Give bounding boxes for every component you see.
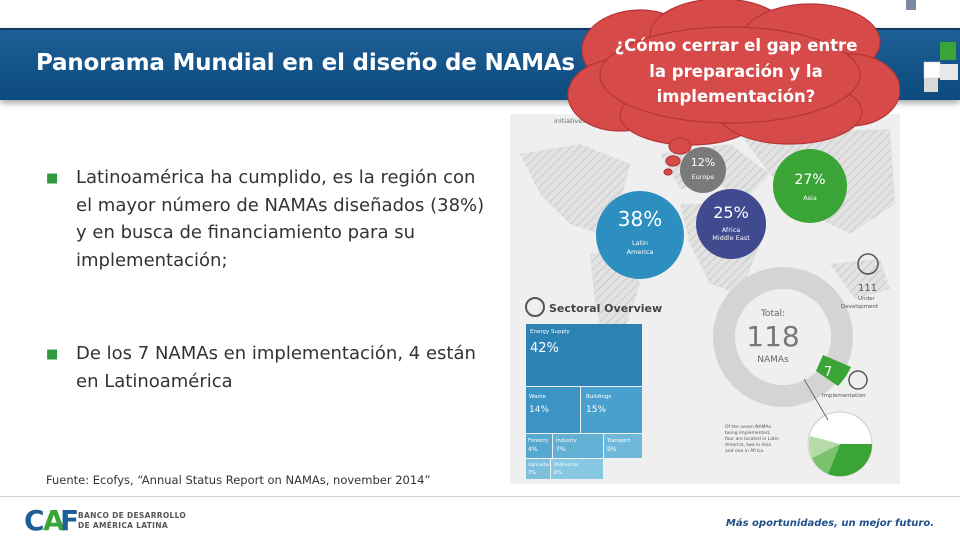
svg-text:F: F <box>60 506 79 534</box>
treemap-forestry <box>526 434 552 458</box>
svg-text:Buildings: Buildings <box>586 394 611 400</box>
svg-text:6%: 6% <box>554 470 562 476</box>
svg-text:Waste: Waste <box>529 394 546 400</box>
svg-text:14%: 14% <box>529 405 549 415</box>
bullet-square-icon: ■ <box>46 171 59 186</box>
bubble-africa-middle-east <box>696 189 766 259</box>
bubble-europe <box>680 147 726 193</box>
svg-text:42%: 42% <box>530 341 559 356</box>
svg-text:Development: Development <box>841 304 879 310</box>
sectoral-title: Sectoral Overview <box>549 302 662 315</box>
namas-infographic: initiatives. The dif... Africa catch up … <box>510 114 900 484</box>
svg-text:3%: 3% <box>528 470 536 476</box>
bullet-item: ■ De los 7 NAMAs en implementación, 4 es… <box>46 340 486 395</box>
svg-text:12%: 12% <box>691 156 715 169</box>
treemap-industry <box>553 434 603 458</box>
svg-text:Transport: Transport <box>606 438 631 444</box>
treemap-agriculture <box>526 459 550 479</box>
bullet-square-icon: ■ <box>46 347 59 362</box>
svg-text:Europe: Europe <box>692 173 715 181</box>
svg-text:Implementation: Implementation <box>822 393 866 399</box>
svg-text:7: 7 <box>824 365 832 380</box>
bullet-text: Latinoamérica ha cumplido, es la región … <box>76 167 485 271</box>
svg-text:7%: 7% <box>556 446 566 453</box>
svg-text:9%: 9% <box>607 446 617 453</box>
svg-text:America: America <box>627 248 654 256</box>
svg-text:Agriculture: Agriculture <box>528 462 553 468</box>
bullet-list: ■ Latinoamérica ha cumplido, es la regió… <box>46 164 486 395</box>
svg-text:NAMAs: NAMAs <box>757 355 789 365</box>
svg-text:Industry: Industry <box>556 438 577 444</box>
bubble-asia <box>773 149 847 223</box>
treemap-energy <box>526 324 642 386</box>
slogan: Más oportunidades, un mejor futuro. <box>725 518 934 529</box>
treemap-buildings <box>581 387 642 433</box>
callout-text: ¿Cómo cerrar el gap entre la preparación… <box>614 36 858 106</box>
treemap-transport <box>604 434 642 458</box>
svg-text:Middle East: Middle East <box>712 234 750 242</box>
treemap-waste <box>526 387 580 433</box>
svg-text:Africa: Africa <box>722 226 741 234</box>
svg-text:Latin: Latin <box>632 239 648 247</box>
bubble-latin-america <box>596 191 684 279</box>
svg-text:111: 111 <box>858 283 877 294</box>
callout-cloud <box>567 0 900 176</box>
source-citation: Fuente: Ecofys, “Annual Status Report on… <box>46 473 431 487</box>
decorative-squares <box>906 0 958 92</box>
svg-text:15%: 15% <box>586 405 606 415</box>
implementation-wedge <box>816 355 851 386</box>
map-landmass <box>520 144 630 234</box>
svg-text:Forestry: Forestry <box>528 438 548 444</box>
svg-text:4%: 4% <box>528 446 538 453</box>
svg-text:A: A <box>43 506 65 534</box>
leaf-icon <box>857 253 879 275</box>
svg-text:Energy Supply: Energy Supply <box>530 329 570 335</box>
svg-text:Under: Under <box>858 296 875 302</box>
total-value: 118 <box>746 320 799 353</box>
footer-divider <box>0 496 960 497</box>
treemap-multisector <box>551 459 603 479</box>
implementation-note: Of the seven NAMAs being implemented, fo… <box>725 424 780 454</box>
svg-text:Multisector: Multisector <box>554 462 579 468</box>
svg-text:Total:: Total: <box>760 309 785 319</box>
svg-text:Asia: Asia <box>803 194 817 202</box>
bullet-item: ■ Latinoamérica ha cumplido, es la regió… <box>46 164 486 274</box>
bullet-text: De los 7 NAMAs en implementación, 4 está… <box>76 343 476 392</box>
infographic-graphic: initiatives. The dif... Africa catch up … <box>520 117 895 479</box>
slide-title: Panorama Mundial en el diseño de NAMAs <box>36 50 575 76</box>
bubble-pct: 38% <box>618 207 662 231</box>
map-landmass <box>830 259 890 299</box>
logo-caption: BANCO DE DESARROLLO DE AMÉRICA LATINA <box>78 511 187 530</box>
sectoral-icon <box>525 297 545 317</box>
svg-text:C: C <box>24 506 45 534</box>
plant-icon <box>848 370 868 390</box>
svg-text:25%: 25% <box>713 203 749 222</box>
svg-text:27%: 27% <box>794 172 825 188</box>
caf-logo: C A F <box>24 506 79 534</box>
